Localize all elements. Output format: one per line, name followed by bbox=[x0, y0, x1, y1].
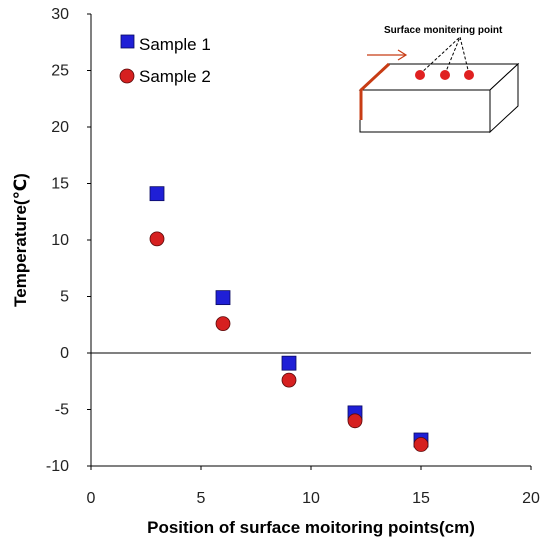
x-tick-label: 15 bbox=[412, 490, 430, 507]
y-tick-label: -10 bbox=[46, 458, 69, 475]
legend-label-sample-2: Sample 2 bbox=[139, 67, 211, 86]
legend: Sample 1 Sample 2 bbox=[119, 34, 211, 86]
sample-1-point bbox=[149, 186, 165, 202]
sample-1-point bbox=[281, 355, 297, 371]
y-tick-label: 30 bbox=[51, 6, 69, 23]
x-tick-label: 20 bbox=[522, 490, 540, 507]
tick-labels-layer: 30 25 20 15 10 5 0 -5 -10 0 5 10 15 20 bbox=[46, 6, 540, 507]
y-tick-label: 10 bbox=[51, 232, 69, 249]
x-axis-label: Position of surface moitoring points(cm) bbox=[147, 518, 475, 537]
inset-arrow-head bbox=[397, 49, 408, 61]
inset-heater-edge bbox=[359, 62, 391, 120]
sample-2-point bbox=[347, 413, 363, 429]
x-tick-label: 10 bbox=[302, 490, 320, 507]
legend-marker-sample-1 bbox=[120, 34, 135, 49]
inset-pointer-line-1 bbox=[419, 36, 461, 75]
x-tick-label: 0 bbox=[87, 490, 96, 507]
data-points-layer bbox=[149, 186, 429, 452]
inset-diagram: Surface monitering point bbox=[358, 25, 520, 134]
y-tick-label: 0 bbox=[60, 345, 69, 362]
y-tick-label: 5 bbox=[60, 289, 69, 306]
inset-monitor-point-1 bbox=[415, 70, 425, 80]
sample-2-point bbox=[413, 437, 429, 452]
inset-label: Surface monitering point bbox=[384, 25, 503, 36]
sample-2-point bbox=[281, 372, 297, 388]
legend-label-sample-1: Sample 1 bbox=[139, 35, 211, 54]
inset-pointer-line-2 bbox=[444, 36, 461, 75]
inset-pointer-line-3 bbox=[459, 36, 470, 75]
sample-2-point bbox=[215, 316, 231, 332]
legend-marker-sample-2 bbox=[119, 68, 135, 84]
y-tick-label: 20 bbox=[51, 119, 69, 136]
inset-box-front bbox=[359, 89, 491, 133]
y-axis-label: Temperature(℃) bbox=[11, 173, 30, 307]
sample-1-point bbox=[215, 290, 231, 306]
x-tick-label: 5 bbox=[197, 490, 206, 507]
y-tick-label: 15 bbox=[51, 176, 69, 193]
sample-2-point bbox=[149, 231, 165, 247]
axes-layer bbox=[87, 13, 532, 470]
y-tick-label: 25 bbox=[51, 63, 69, 80]
inset-monitor-point-3 bbox=[464, 70, 474, 80]
y-tick-label: -5 bbox=[55, 402, 69, 419]
inset-monitor-point-2 bbox=[440, 70, 450, 80]
